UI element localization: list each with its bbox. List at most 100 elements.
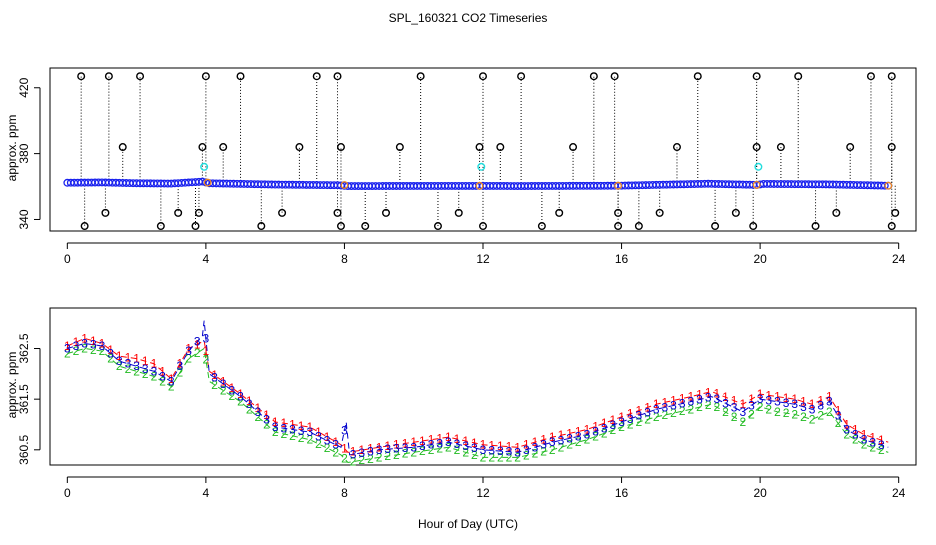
series-marker-1: 1 <box>514 440 521 454</box>
series-marker-2: 2 <box>73 344 80 358</box>
series-marker-3: 3 <box>757 392 764 406</box>
series-marker-3: 3 <box>280 421 287 435</box>
series-marker-1: 1 <box>454 432 461 446</box>
outlier-point <box>479 222 488 231</box>
data-point-alt <box>203 178 212 187</box>
series-marker-1: 1 <box>566 426 573 440</box>
panel-bottom-x-tick-label: 24 <box>892 486 906 500</box>
series-marker-3: 3 <box>73 339 80 353</box>
series-marker-1: 1 <box>506 440 513 454</box>
series-marker-1: 1 <box>817 393 824 407</box>
series-marker-1: 1 <box>384 439 391 453</box>
series-marker-3: 3 <box>419 439 426 453</box>
series-line-1 <box>67 337 889 453</box>
series-marker-2: 2 <box>783 406 790 420</box>
series-marker-2: 2 <box>774 405 781 419</box>
series-marker-3: 3 <box>739 405 746 419</box>
panel-bottom-ylabel: approx. ppm <box>5 352 19 419</box>
series-marker-1: 1 <box>644 400 651 414</box>
series-marker-3: 3 <box>549 435 556 449</box>
series-marker-2: 2 <box>757 400 764 414</box>
series-marker-3: 3 <box>774 395 781 409</box>
series-marker-3: 3 <box>627 412 634 426</box>
series-marker-1: 1 <box>116 349 123 363</box>
series-marker-2: 2 <box>575 435 582 449</box>
series-marker-3: 3 <box>332 438 339 452</box>
outlier-point <box>811 222 820 231</box>
series-marker-1: 1 <box>540 433 547 447</box>
series-marker-3: 3 <box>687 395 694 409</box>
series-marker-3: 3 <box>765 393 772 407</box>
series-marker-1: 1 <box>558 428 565 442</box>
series-marker-1: 1 <box>791 392 798 406</box>
outlier-point <box>731 208 740 217</box>
panel-bottom-x-tick-label: 16 <box>615 486 629 500</box>
series-marker-3: 3 <box>298 424 305 438</box>
series-marker-3: 3 <box>410 440 417 454</box>
outlier-point <box>198 143 207 152</box>
series-marker-2: 2 <box>125 362 132 376</box>
data-point-alt <box>884 181 893 190</box>
series-marker-1: 1 <box>376 440 383 454</box>
series-marker-1: 1 <box>783 391 790 405</box>
outlier-point <box>555 208 564 217</box>
series-marker-1: 1 <box>445 430 452 444</box>
series-marker-1: 1 <box>843 417 850 431</box>
outlier-point <box>711 222 720 231</box>
series-marker-2: 2 <box>670 406 677 420</box>
panel-top: approx. ppm 0 4 8 12 16 20 24 340 380 420 <box>5 67 917 266</box>
panel-bottom-x-tick-label: 20 <box>753 486 767 500</box>
series-marker-2: 2 <box>817 409 824 423</box>
series-marker-3: 3 <box>670 398 677 412</box>
series-marker-2: 2 <box>687 402 694 416</box>
series-marker-2: 2 <box>584 433 591 447</box>
outlier-point <box>77 72 86 81</box>
series-marker-1: 1 <box>263 408 270 422</box>
panel-bottom-y-tick-label: 360.5 <box>17 434 31 464</box>
series-marker-1: 1 <box>497 439 504 453</box>
series-marker-3: 3 <box>540 438 547 452</box>
series-marker-2: 2 <box>81 342 88 356</box>
series-marker-3: 3 <box>566 431 573 445</box>
series-marker-2: 2 <box>843 428 850 442</box>
series-marker-3: 3 <box>532 440 539 454</box>
series-marker-2: 2 <box>246 402 253 416</box>
series-marker-2: 2 <box>99 344 106 358</box>
series-marker-1: 1 <box>748 392 755 406</box>
series-marker-3: 3 <box>592 424 599 438</box>
data-point <box>880 181 889 190</box>
series-marker-2: 2 <box>436 442 443 456</box>
data-point-alt <box>614 181 623 190</box>
series-marker-3: 3 <box>722 396 729 410</box>
outlier-point <box>219 143 228 152</box>
series-marker-2: 2 <box>358 453 365 467</box>
series-marker-1: 1 <box>488 438 495 452</box>
outlier-point <box>333 72 342 81</box>
panel-top-y-tick-label: 380 <box>17 143 31 163</box>
series-marker-3: 3 <box>125 357 132 371</box>
series-marker-2: 2 <box>306 433 313 447</box>
series-marker-1: 1 <box>142 354 149 368</box>
outlier-point <box>614 222 623 231</box>
series-marker-2: 2 <box>454 443 461 457</box>
outlier-point-cyan <box>754 162 763 171</box>
series-marker-2: 2 <box>480 450 487 464</box>
series-marker-2: 2 <box>376 450 383 464</box>
series-marker-2: 2 <box>662 408 669 422</box>
x-axis-label: Hour of Day (UTC) <box>418 517 518 531</box>
series-marker-1: 1 <box>289 417 296 431</box>
series-marker-2: 2 <box>878 443 885 457</box>
series-marker-2: 2 <box>540 445 547 459</box>
series-marker-2: 2 <box>497 450 504 464</box>
series-marker-2: 2 <box>107 352 114 366</box>
series-marker-1: 1 <box>428 433 435 447</box>
series-marker-3: 3 <box>168 374 175 388</box>
outlier-point <box>537 222 546 231</box>
panel-top-axes: 0 4 8 12 16 20 24 340 380 420 <box>17 77 906 266</box>
series-marker-2: 2 <box>488 450 495 464</box>
series-marker-2: 2 <box>133 364 140 378</box>
data-point <box>198 177 207 186</box>
series-marker-1: 1 <box>358 443 365 457</box>
